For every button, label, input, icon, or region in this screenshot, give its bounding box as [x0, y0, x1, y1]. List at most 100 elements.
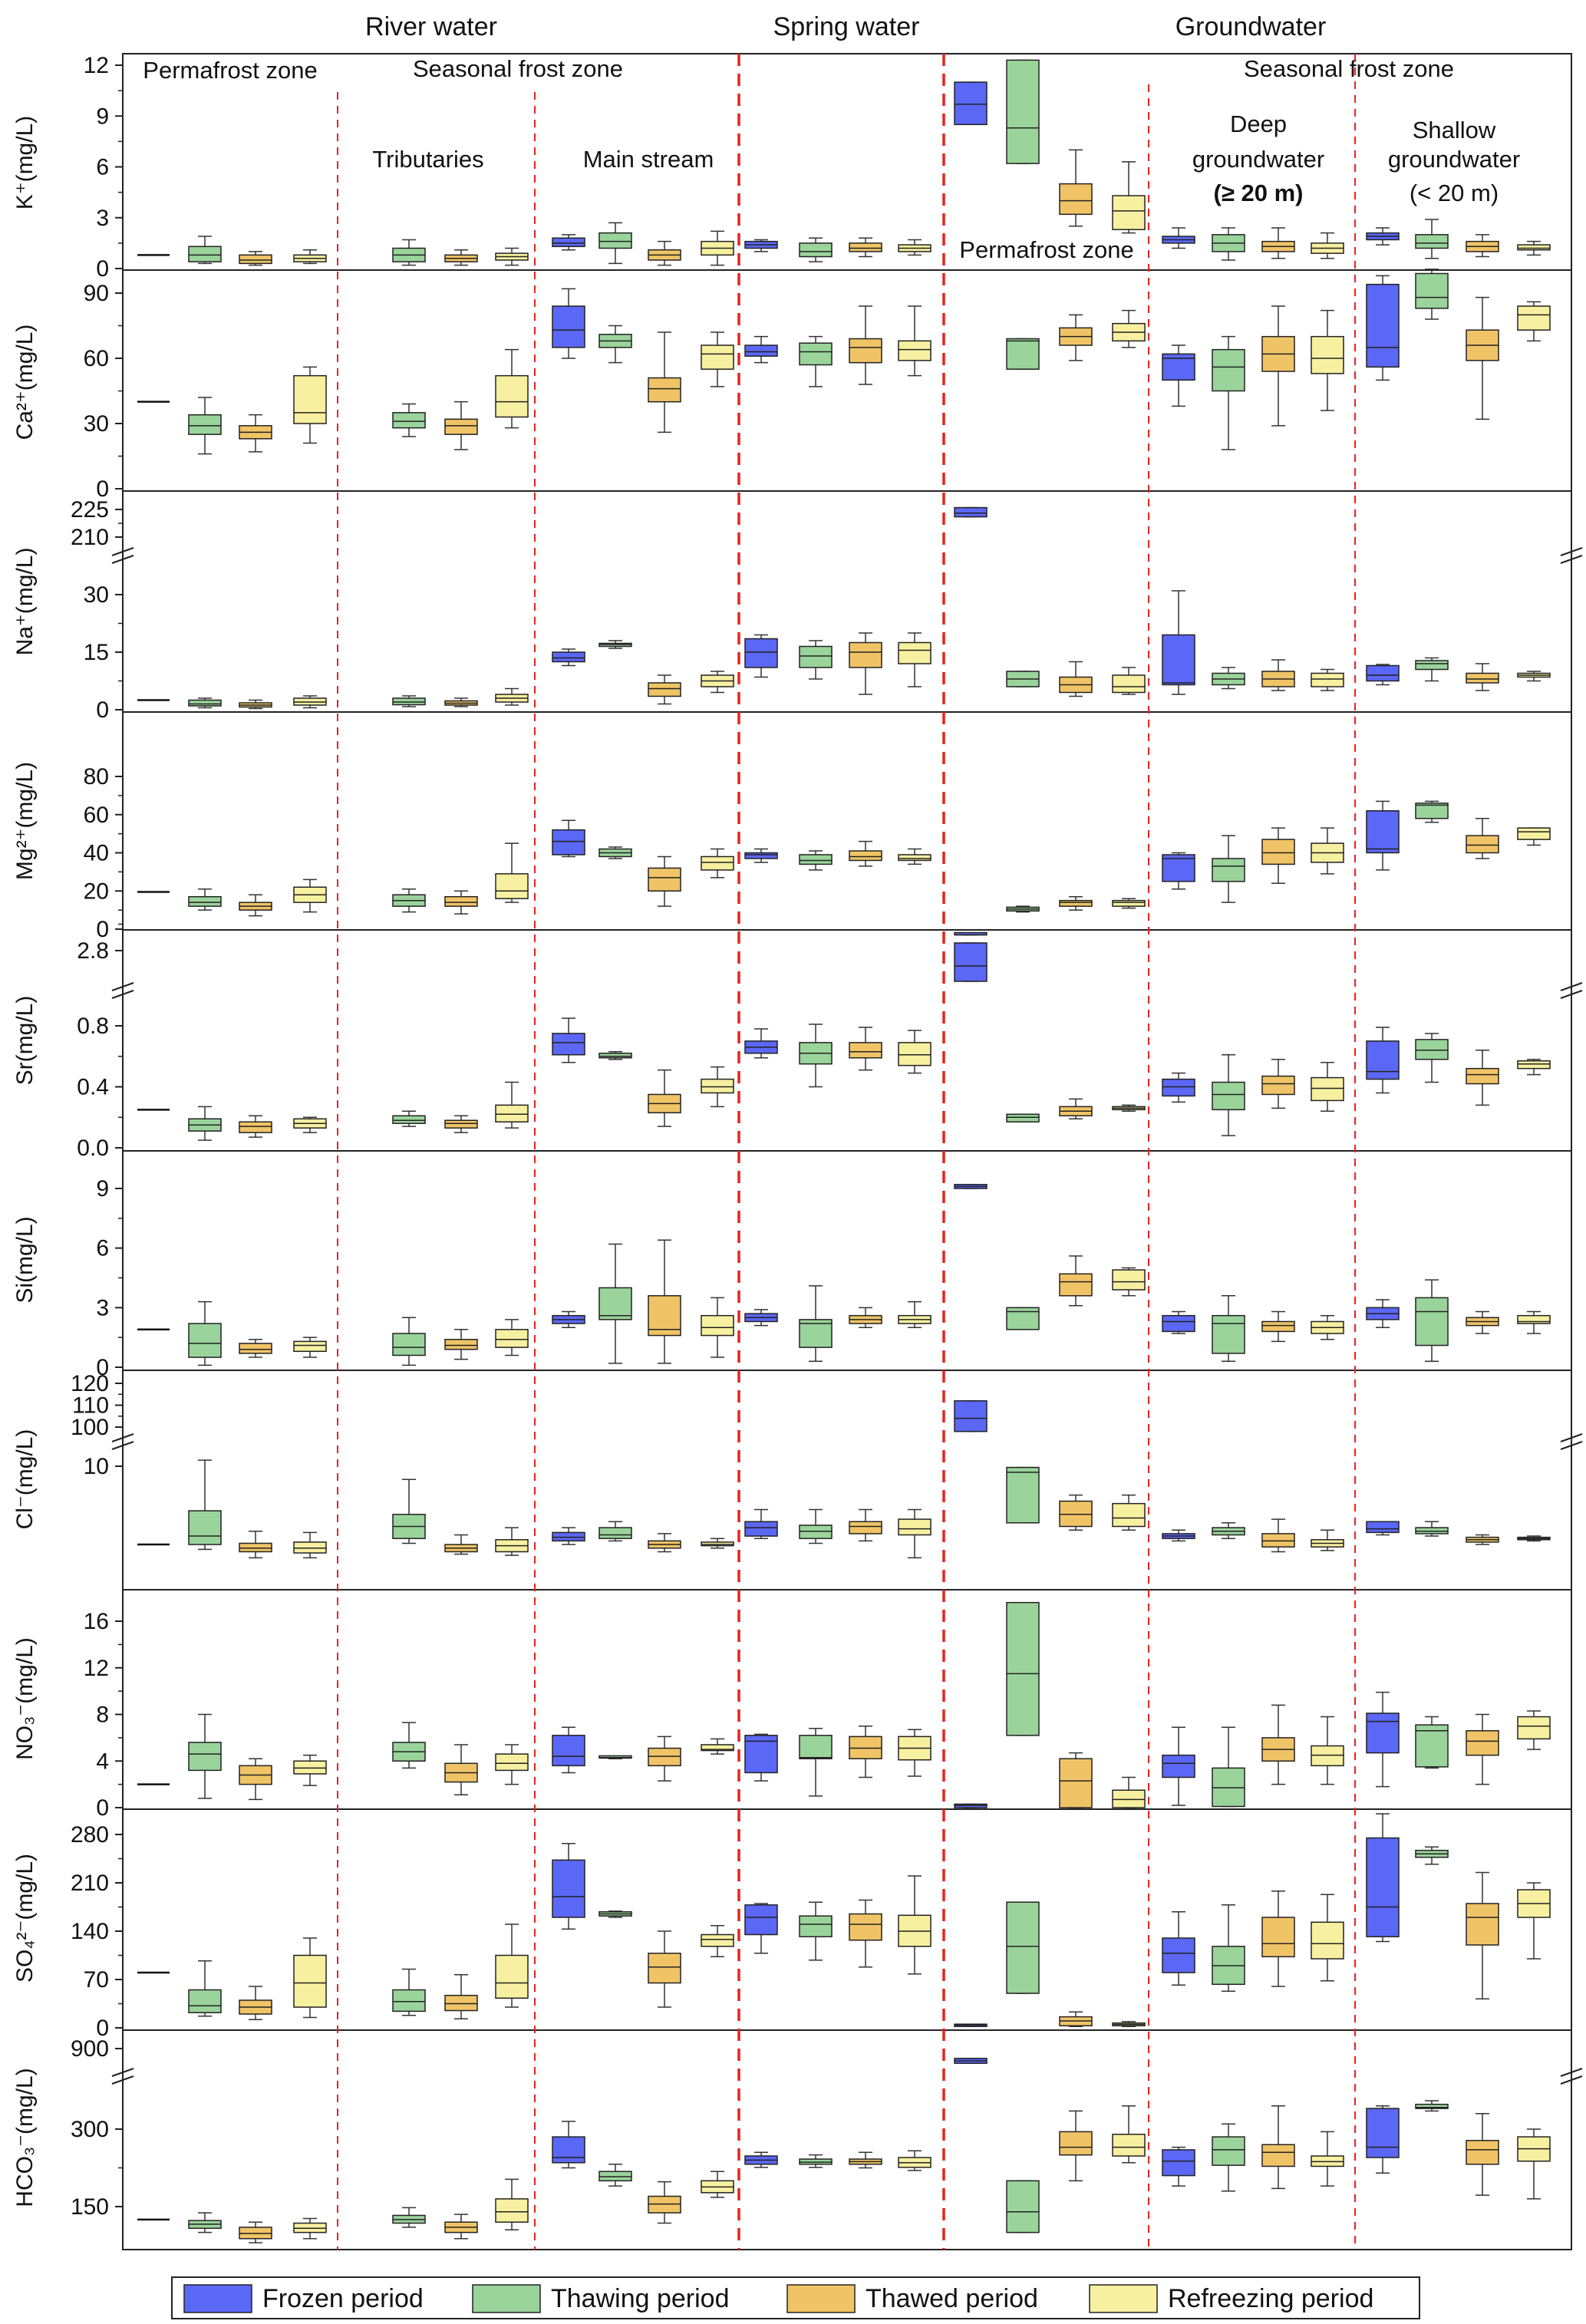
box-Si-g1-s3 — [495, 1329, 529, 1348]
box-NO3-g6-s0 — [1366, 1713, 1400, 1754]
box-Ca-g3-s0 — [744, 344, 778, 357]
label-shallow-groundwater-2: groundwater — [1388, 146, 1520, 173]
label-main-stream: Main stream — [583, 146, 714, 173]
legend-label-thawed: Thawed period — [866, 2284, 1038, 2313]
ylabel-Si: Si(mg/L) — [12, 1216, 38, 1303]
label-river-seasonal-frost-zone: Seasonal frost zone — [413, 55, 623, 82]
y-tick-label-Na: 0 — [96, 697, 109, 723]
box-Na-g2-s0 — [552, 651, 585, 663]
heading-groundwater: Groundwater — [1175, 12, 1327, 41]
box-Mg-g4-s2 — [1059, 899, 1093, 907]
y-tick-label-Cl: 10 — [84, 1454, 109, 1479]
ylabel-SO4: SO₄²⁻(mg/L) — [12, 1854, 38, 1983]
box-Sr-g6-s1 — [1415, 1039, 1449, 1060]
box-Si-g1-s1 — [392, 1333, 426, 1356]
box-NO3-g6-s2 — [1466, 1730, 1499, 1756]
box-HCO3-g4-s1 — [1006, 2180, 1040, 2233]
plot-area: 0369120306090015302102250204060800.00.40… — [71, 53, 1583, 2250]
box-Cl-g3-s0 — [744, 1521, 778, 1537]
box-Na-g3-s1 — [799, 645, 833, 668]
box-SO4-g6-s0 — [1366, 1837, 1400, 1937]
box-Mg-g5-s0 — [1162, 854, 1195, 882]
box-Ca-g6-s3 — [1517, 305, 1551, 331]
box-NO3-g0-s1 — [188, 1742, 222, 1772]
box-K-g4-s1 — [1006, 59, 1040, 164]
y-tick-label-Na: 30 — [84, 582, 109, 608]
box-NO3-g3-s1 — [799, 1735, 833, 1759]
box-Mg-g2-s2 — [648, 867, 681, 892]
y-tick-label-SO4: 140 — [71, 1919, 109, 1944]
y-tick-label-Sr: 2.8 — [77, 938, 109, 964]
ylabel-Mg: Mg²⁺(mg/L) — [12, 762, 38, 880]
box-HCO3-g2-s0 — [552, 2136, 585, 2164]
y-tick-label-Cl: 120 — [71, 1371, 109, 1396]
box-Sr-g1-s1 — [392, 1115, 426, 1124]
box-Cl-g4-s1 — [1006, 1466, 1040, 1524]
box-SO4-g6-s2 — [1466, 1903, 1499, 1946]
box-K-g0-s2 — [239, 254, 272, 265]
box-Sr-g4-s0 — [954, 942, 988, 982]
box-SO4-g1-s3 — [495, 1954, 529, 1999]
box-SO4-g2-s3 — [701, 1933, 734, 1947]
box-SO4-g2-s2 — [648, 1953, 681, 1984]
box-Na-g5-s0 — [1162, 634, 1195, 686]
box-K-g0-s1 — [188, 246, 222, 262]
box-Mg-g6-s2 — [1466, 835, 1499, 854]
box-NO3-g4-s2 — [1059, 1758, 1093, 1808]
box-Si-g4-s3 — [1112, 1269, 1146, 1291]
box-Sr-g5-s2 — [1261, 1075, 1295, 1096]
box-Mg-g2-s3 — [701, 855, 734, 871]
box-SO4-g3-s0 — [744, 1904, 778, 1936]
box-NO3-g3-s2 — [849, 1736, 882, 1759]
box-Ca-g5-s3 — [1311, 335, 1344, 374]
box-HCO3-g6-s0 — [1366, 2108, 1400, 2158]
label-gw-seasonal-frost-zone: Seasonal frost zone — [1244, 55, 1454, 82]
box-SO4-g2-s0 — [552, 1859, 585, 1918]
y-tick-label-NO3: 4 — [96, 1749, 109, 1774]
box-Cl-g0-s1 — [188, 1510, 222, 1545]
y-tick-label-HCO3: 900 — [71, 2036, 109, 2062]
box-Si-g4-s2 — [1059, 1273, 1093, 1297]
box-Ca-g3-s1 — [799, 342, 833, 366]
box-Ca-g1-s2 — [444, 418, 478, 435]
panel-frame-Mg — [122, 711, 1572, 931]
box-Si-g0-s3 — [293, 1340, 327, 1353]
box-Ca-g0-s1 — [188, 414, 222, 435]
box-Na-g4-s3 — [1112, 674, 1146, 694]
ylabel-K: K⁺(mg/L) — [12, 116, 38, 210]
ylabel-Na: Na⁺(mg/L) — [12, 548, 38, 656]
y-tick-label-SO4: 280 — [71, 1822, 109, 1848]
y-tick-label-Mg: 80 — [84, 764, 109, 790]
panel-frame-Ca — [122, 269, 1572, 492]
box-Si-g5-s1 — [1212, 1314, 1245, 1354]
label-shallow-groundwater-3: (< 20 m) — [1410, 180, 1499, 206]
box-SO4-g3-s2 — [849, 1913, 882, 1941]
y-tick-label-Ca: 30 — [84, 411, 109, 437]
y-tick-label-Si: 6 — [96, 1236, 109, 1261]
box-HCO3-g4-s3 — [1112, 2133, 1146, 2157]
box-Si-g6-s3 — [1517, 1314, 1551, 1324]
box-SO4-g3-s1 — [799, 1915, 833, 1937]
box-Sr-g4-s1 — [1006, 1113, 1040, 1122]
box-Sr-g0-s2 — [239, 1121, 272, 1133]
label-deep-groundwater-2: groundwater — [1192, 146, 1324, 173]
label-river-permafrost-zone: Permafrost zone — [143, 57, 317, 84]
panel-frame-Si — [122, 1150, 1572, 1371]
box-Si-g3-s1 — [799, 1319, 833, 1348]
box-SO4-g0-s1 — [188, 1989, 222, 2013]
box-Si-g2-s2 — [648, 1295, 681, 1337]
box-Si-g1-s2 — [444, 1339, 478, 1350]
box-Sr-g2-s3 — [701, 1078, 734, 1094]
box-Si-g2-s1 — [598, 1287, 632, 1320]
y-tick-label-K: 12 — [84, 53, 109, 78]
box-Mg-g0-s1 — [188, 895, 222, 907]
legend-label-frozen: Frozen period — [262, 2284, 424, 2313]
box-HCO3-g1-s3 — [495, 2198, 529, 2223]
y-tick-label-Ca: 60 — [84, 346, 109, 371]
box-Sr-g6-s0 — [1366, 1040, 1400, 1080]
box-Na-g6-s1 — [1415, 660, 1449, 671]
box-NO3-g2-s3 — [701, 1744, 734, 1752]
box-Ca-g2-s3 — [701, 344, 734, 370]
box-K-g4-s3 — [1112, 195, 1146, 230]
